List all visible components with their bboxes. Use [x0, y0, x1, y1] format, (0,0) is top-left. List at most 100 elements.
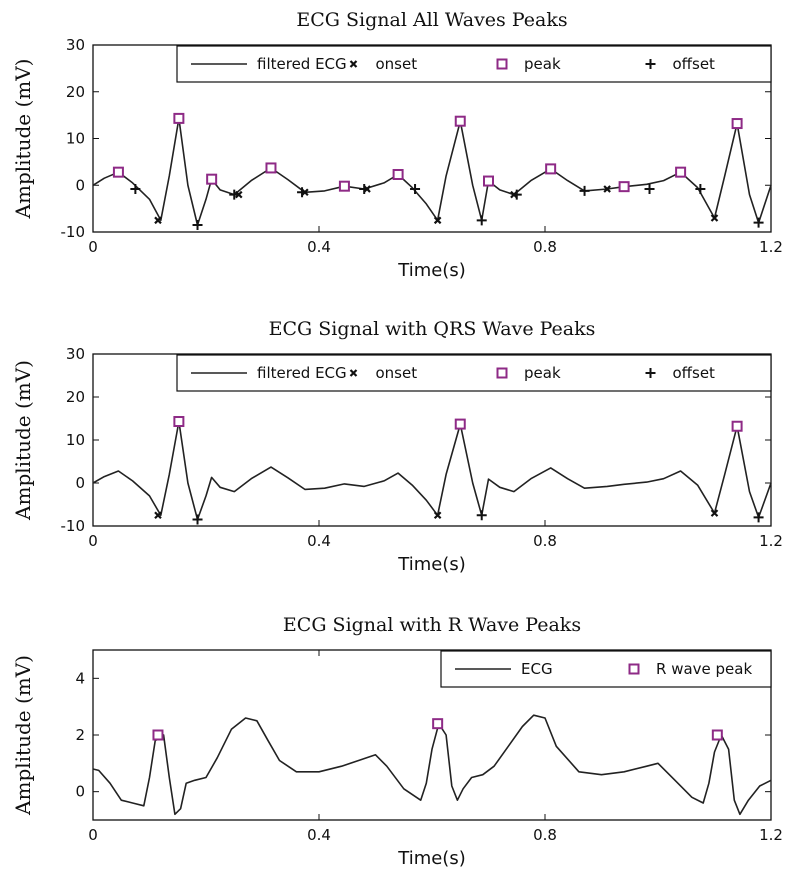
- x-tick-label: 0.8: [533, 238, 557, 256]
- x-tick-label: 0.4: [307, 532, 331, 550]
- y-tick-label: -10: [61, 517, 86, 535]
- legend-label: filtered ECG: [257, 364, 347, 382]
- chart-panel-3: ECG Signal with R Wave Peaks 0 0.4 0.8 1.2 0 2…: [11, 614, 783, 869]
- x-tick-label: 0: [88, 826, 98, 844]
- offset-marker: [192, 514, 203, 525]
- x-tick-label: 0: [88, 238, 98, 256]
- offset-marker: [410, 183, 421, 194]
- x-tick-label: 1.2: [759, 238, 783, 256]
- y-tick-label: 20: [66, 83, 85, 101]
- offset-marker: [753, 512, 764, 523]
- legend-label: filtered ECG: [257, 55, 347, 73]
- y-tick-label: 20: [66, 388, 85, 406]
- y-tick-label: 30: [66, 345, 85, 363]
- onset-marker: [154, 216, 162, 225]
- y-tick-label: 10: [66, 130, 85, 148]
- ecg-series-line: [92, 714, 772, 816]
- legend-label: onset: [376, 55, 418, 73]
- offset-marker: [359, 183, 370, 194]
- peak-marker: [711, 729, 723, 741]
- y-tick-label: 4: [75, 669, 85, 687]
- offset-marker: [644, 183, 655, 194]
- y-axis-label: Amplitude (mV): [11, 655, 35, 816]
- offset-marker: [130, 183, 141, 194]
- peak-marker: [432, 718, 444, 730]
- legend-label: peak: [524, 55, 561, 73]
- chart-title: ECG Signal with QRS Wave Peaks: [269, 318, 596, 340]
- y-tick-label: 30: [66, 36, 85, 54]
- chart-title: ECG Signal All Waves Peaks: [296, 9, 567, 31]
- peak-marker: [392, 168, 404, 180]
- legend-box: [176, 45, 772, 83]
- onset-marker: [154, 511, 162, 520]
- y-tick-label: 10: [66, 431, 85, 449]
- x-axis-label: Time(s): [397, 848, 465, 869]
- x-axis-label: Time(s): [397, 554, 465, 575]
- offset-marker: [297, 187, 308, 198]
- peak-marker: [112, 166, 124, 178]
- chart-title: ECG Signal with R Wave Peaks: [283, 614, 581, 636]
- x-tick-label: 1.2: [759, 826, 783, 844]
- peak-marker: [454, 115, 466, 127]
- peak-marker: [618, 181, 630, 193]
- legend-label: offset: [673, 55, 716, 73]
- peak-marker: [545, 163, 557, 175]
- onset-marker: [603, 185, 611, 193]
- y-tick-label: 2: [75, 726, 85, 744]
- legend-label: offset: [673, 364, 716, 382]
- onset-marker: [433, 216, 442, 225]
- peak-marker: [206, 173, 218, 185]
- x-tick-label: 0.4: [307, 238, 331, 256]
- offset-marker: [753, 217, 764, 228]
- x-tick-label: 0.8: [533, 532, 557, 550]
- legend-peak-swatch: [628, 663, 640, 675]
- peak-marker: [483, 175, 494, 187]
- legend-label: ECG: [521, 660, 553, 678]
- peak-marker: [338, 180, 350, 192]
- legend-label: onset: [376, 364, 418, 382]
- legend-label: peak: [524, 364, 561, 382]
- offset-marker: [229, 189, 240, 200]
- legend-box: [176, 354, 772, 392]
- y-tick-label: 0: [75, 176, 85, 194]
- legend-onset-swatch: [349, 369, 358, 377]
- legend-peak-swatch: [496, 58, 508, 70]
- legend-onset-swatch: [349, 60, 358, 68]
- legend: filtered ECG onset peak offset: [176, 45, 772, 83]
- offset-marker: [192, 219, 203, 230]
- legend-label: R wave peak: [656, 660, 752, 678]
- legend-offset-swatch: [645, 368, 656, 378]
- offset-marker: [476, 510, 487, 521]
- chart-panel-2: ECG Signal with QRS Wave Peaks 0 0.4 0.8 1.2…: [11, 318, 783, 575]
- peak-marker: [173, 416, 185, 428]
- peak-marker: [731, 420, 743, 432]
- onset-marker: [433, 511, 442, 520]
- y-axis-label: Amplitude (mV): [11, 59, 35, 220]
- x-tick-label: 0: [88, 532, 98, 550]
- offset-marker: [579, 185, 590, 196]
- onset-marker: [710, 509, 719, 517]
- legend: filtered ECG onset peak offset: [176, 354, 772, 392]
- y-axis-label: Amplitude (mV): [11, 360, 35, 521]
- x-tick-label: 0.8: [533, 826, 557, 844]
- peak-marker: [152, 729, 164, 741]
- x-tick-label: 0.4: [307, 826, 331, 844]
- y-tick-label: 0: [75, 474, 85, 492]
- x-tick-label: 1.2: [759, 532, 783, 550]
- peak-marker: [454, 418, 466, 430]
- x-axis-label: Time(s): [397, 260, 465, 281]
- peak-marker: [675, 166, 687, 178]
- peak-marker: [731, 118, 743, 130]
- onset-marker: [710, 214, 719, 222]
- peak-marker: [173, 112, 185, 124]
- legend-offset-swatch: [645, 59, 656, 69]
- peak-marker: [265, 162, 277, 174]
- offset-marker: [476, 215, 487, 226]
- y-tick-label: 0: [75, 783, 85, 801]
- offset-marker: [695, 183, 706, 194]
- legend-peak-swatch: [496, 367, 508, 379]
- ecg-series-line: [92, 420, 772, 521]
- legend: ECG R wave peak: [440, 650, 772, 688]
